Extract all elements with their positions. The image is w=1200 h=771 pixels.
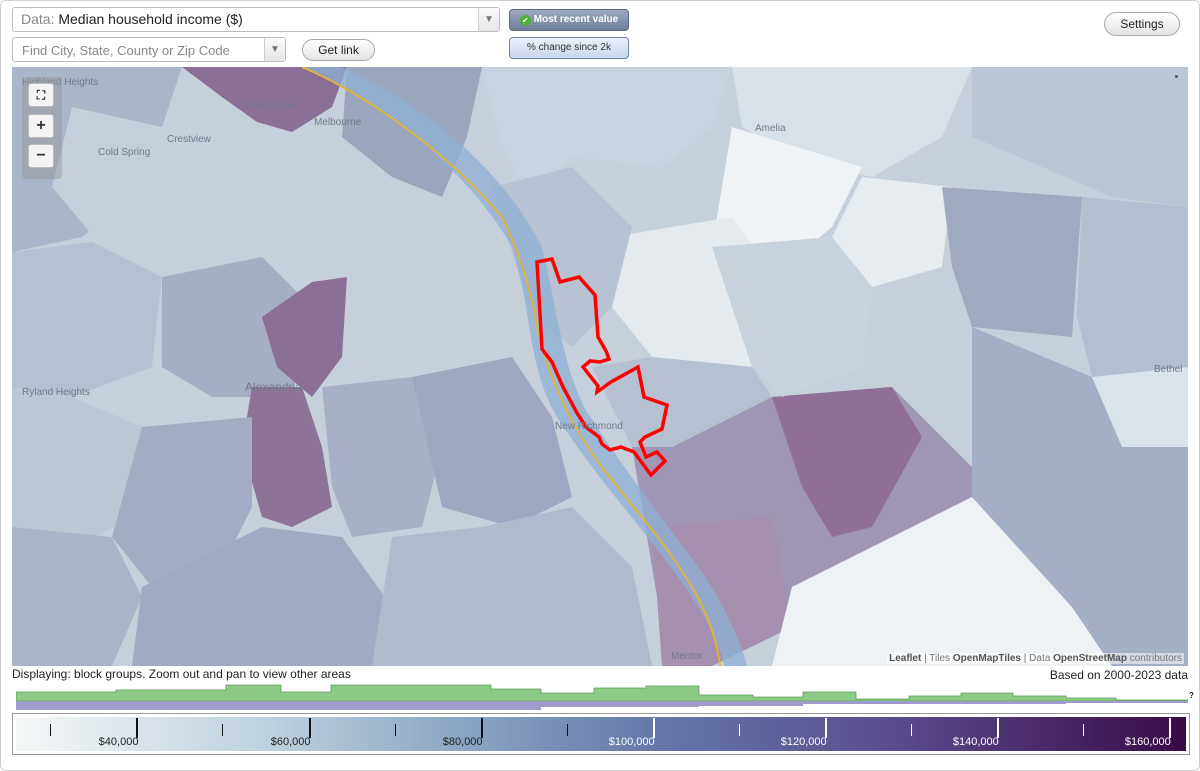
map-label-bethel: Bethel [1154, 364, 1183, 375]
map-label-alexandria: Alexandria [245, 380, 302, 394]
legend-tick-label: $60,000 [270, 736, 311, 748]
legend-tick [824, 718, 827, 738]
most-recent-label: Most recent value [533, 14, 619, 25]
legend-tick [222, 724, 224, 736]
choropleth-layer [12, 67, 1188, 666]
map-label-amelia: Amelia [755, 123, 786, 134]
legend-tick-label: $80,000 [442, 736, 483, 748]
data-select[interactable]: Data: Median household income ($) ▼ [12, 7, 500, 32]
river-shape [302, 67, 747, 666]
region-polygon [942, 187, 1082, 337]
region-polygon [322, 377, 442, 537]
map-label-highland-heights: Highland Heights [22, 77, 99, 88]
region-polygon [242, 387, 332, 527]
region-polygon [592, 357, 772, 447]
region-polygon [972, 67, 1188, 207]
zoom-in-button[interactable]: + [28, 114, 54, 138]
region-polygon [262, 277, 347, 397]
region-polygon [182, 67, 347, 132]
leaflet-link[interactable]: Leaflet [889, 653, 922, 664]
map-attribution: Leaflet | Tiles OpenMapTiles | Data Open… [887, 653, 1184, 664]
tiles-prefix: | Tiles [924, 653, 951, 664]
zoom-out-button[interactable]: − [28, 144, 54, 168]
legend-tick [738, 724, 740, 736]
legend-tick [480, 718, 483, 738]
chevron-down-icon[interactable]: ▼ [478, 8, 499, 31]
legend-tick [1168, 718, 1171, 738]
percent-change-button[interactable]: % change since 2k [509, 37, 629, 59]
legend-tick-label: $100,000 [608, 736, 655, 748]
settings-button[interactable]: Settings [1104, 12, 1180, 36]
region-polygon [132, 527, 392, 666]
legend-tick-label: $140,000 [952, 736, 999, 748]
legend-gradient [16, 717, 1186, 751]
search-input[interactable] [20, 42, 264, 59]
map-label-cold-spring: Cold Spring [98, 147, 151, 158]
map-label-new-richmond: New Richmond [555, 421, 623, 432]
most-recent-value-button[interactable]: ✔ Most recent value [509, 9, 629, 31]
region-polygon [52, 107, 202, 257]
region-polygon [12, 527, 142, 666]
region-polygon [162, 257, 312, 397]
map-canvas[interactable]: Highland Heights Cold Spring Crestview S… [12, 67, 1188, 666]
data-select-value: Median household income ($) [58, 11, 243, 27]
fullscreen-icon[interactable]: ⛶ [28, 83, 54, 107]
legend-tick [308, 718, 311, 738]
region-polygon [712, 127, 862, 277]
legend-tick [910, 724, 912, 736]
legend-tick [50, 724, 52, 736]
map-label-mentor: Mentor [671, 651, 703, 662]
region-polygon [12, 242, 162, 397]
legend-tick-label: $160,000 [1124, 736, 1171, 748]
region-polygon [112, 417, 252, 587]
region-polygon [712, 237, 872, 397]
map-label-ryland-heights: Ryland Heights [22, 387, 90, 398]
legend-tick [1082, 724, 1084, 736]
selected-area-outline [535, 256, 670, 478]
data-prefix: | Data [1023, 653, 1051, 664]
dot-icon [1175, 75, 1178, 78]
legend-tick-label: $40,000 [98, 736, 139, 748]
histogram-help-link[interactable]: ? [1189, 691, 1194, 700]
map-label-melbourne: Melbourne [314, 117, 362, 128]
openstreetmap-link[interactable]: OpenStreetMap [1053, 653, 1127, 664]
legend-tick [652, 718, 655, 738]
region-polygon [772, 497, 1112, 666]
get-link-button[interactable]: Get link [302, 39, 375, 61]
legend-tick [566, 724, 568, 736]
data-range-note: Based on 2000-2023 data [1049, 668, 1188, 682]
legend-tick [136, 718, 139, 738]
data-select-prefix: Data: [21, 11, 55, 27]
contributors-text: contributors [1129, 653, 1182, 664]
legend-tick [996, 718, 999, 738]
map-label-silver-grove: Silver Grove [242, 100, 298, 111]
region-polygon [1077, 197, 1188, 397]
color-legend: $40,000 $60,000 $80,000 $100,000 $120,000 $14… [12, 713, 1190, 755]
region-polygon [482, 67, 732, 197]
value-histogram [16, 684, 1188, 710]
zoom-controls: ⛶ + − [22, 77, 62, 179]
histogram-baseline [16, 701, 1188, 710]
chevron-down-icon[interactable]: ▼ [264, 38, 285, 61]
check-icon: ✔ [519, 15, 531, 26]
region-polygon [412, 357, 572, 527]
region-polygon [772, 387, 922, 537]
display-status: Displaying: block groups. Zoom out and p… [12, 667, 351, 681]
region-polygon [372, 507, 652, 666]
histogram-current [16, 684, 1188, 702]
location-search[interactable]: ▼ [12, 37, 286, 62]
openmaptiles-link[interactable]: OpenMapTiles [952, 653, 1021, 664]
legend-tick-label: $120,000 [780, 736, 827, 748]
legend-tick [394, 724, 396, 736]
region-polygon [1092, 367, 1188, 447]
region-polygon [832, 177, 952, 287]
map-label-crestview: Crestview [167, 134, 211, 145]
state-boundary-line [301, 67, 721, 666]
